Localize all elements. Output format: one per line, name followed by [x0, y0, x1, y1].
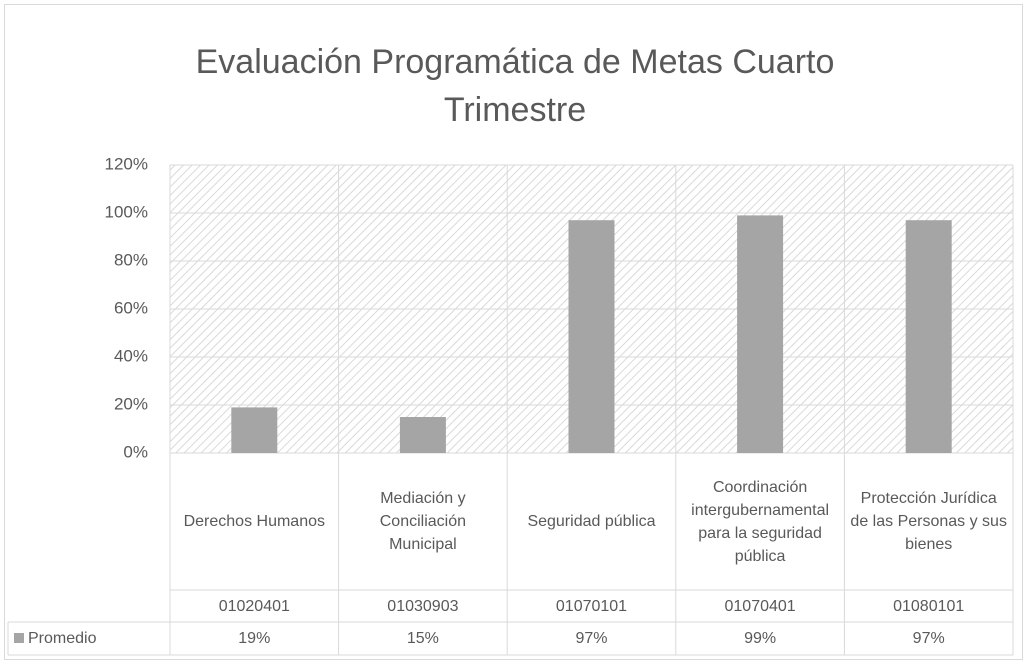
- category-code: 01080101: [893, 597, 965, 615]
- category-code: 01070401: [724, 597, 796, 615]
- bar: [568, 220, 615, 453]
- bar: [231, 407, 278, 453]
- y-tick-label: 100%: [105, 202, 148, 221]
- chart-frame: [4, 4, 1023, 660]
- chart-title: Evaluación Programática de Metas Cuarto …: [195, 43, 835, 129]
- legend-label: Promedio: [28, 630, 97, 647]
- bar: [905, 220, 952, 453]
- category-code: 01030903: [387, 597, 459, 615]
- y-tick-label: 60%: [114, 298, 148, 317]
- y-tick-label: 80%: [114, 250, 148, 269]
- bar: [737, 215, 784, 453]
- x-tick-label: Coordinación intergubernamental para la …: [691, 478, 830, 565]
- category-code: 01020401: [218, 597, 290, 615]
- y-tick-label: 40%: [114, 346, 148, 365]
- y-tick-label: 20%: [114, 394, 148, 413]
- legend-key: [14, 633, 24, 643]
- data-table-value: 99%: [744, 630, 777, 647]
- data-table-value: 19%: [238, 630, 271, 647]
- category-code: 01070101: [555, 597, 628, 615]
- bar: [399, 417, 446, 453]
- data-table-value: 97%: [912, 630, 945, 647]
- data-table-value: 15%: [406, 630, 439, 647]
- y-tick-label: 120%: [105, 154, 148, 173]
- x-tick-label: Mediación y Conciliación Municipal: [379, 490, 467, 553]
- data-table-value: 97%: [575, 630, 608, 647]
- x-tick-label: Protección Jurídica de las Personas y su…: [850, 490, 1007, 553]
- x-tick-label: Derechos Humanos: [183, 513, 325, 530]
- y-tick-label: 0%: [123, 442, 148, 461]
- x-tick-label: Seguridad pública: [527, 513, 656, 530]
